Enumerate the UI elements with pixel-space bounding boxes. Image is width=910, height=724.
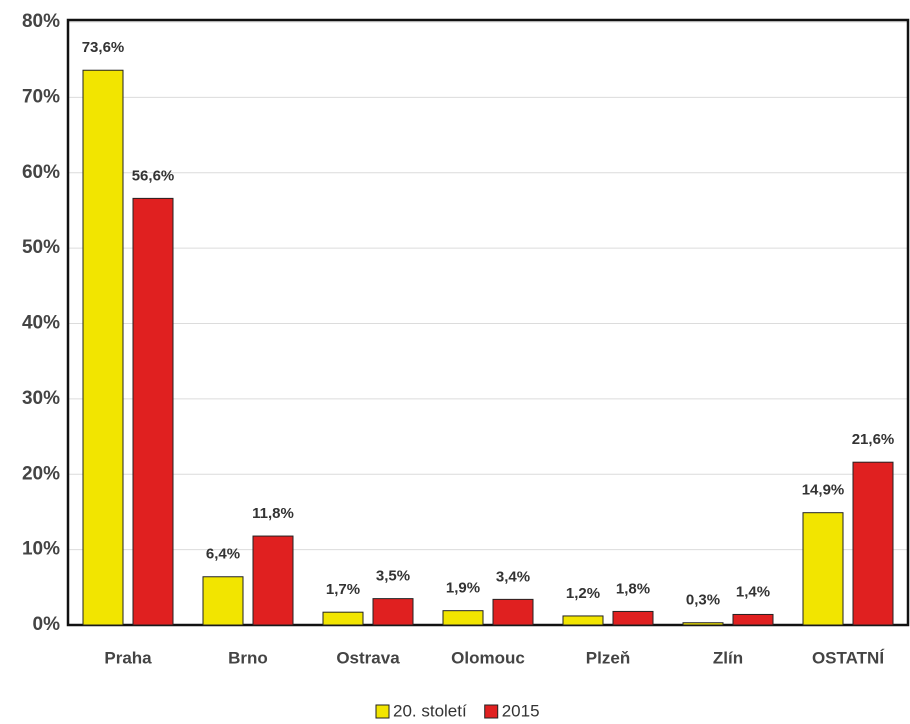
x-tick-label: Praha: [104, 648, 152, 667]
value-label: 3,5%: [376, 568, 410, 585]
y-tick-label: 10%: [22, 539, 60, 560]
y-tick-label: 70%: [22, 86, 60, 107]
bar: [612, 610, 654, 626]
value-label: 1,8%: [616, 580, 650, 597]
bar: [322, 611, 364, 626]
bar: [802, 512, 844, 626]
y-tick-label: 20%: [22, 463, 60, 484]
bar: [82, 69, 124, 626]
value-label: 0,3%: [686, 592, 720, 609]
bar: [132, 197, 174, 626]
x-tick-label: Ostrava: [336, 648, 400, 667]
x-tick-label: Zlín: [713, 648, 743, 667]
y-tick-label: 60%: [22, 162, 60, 183]
value-label: 73,6%: [82, 39, 125, 56]
x-tick-label: Olomouc: [451, 648, 525, 667]
bar: [372, 598, 414, 626]
x-tick-label: OSTATNÍ: [812, 648, 885, 667]
legend-label: 20. století: [393, 701, 467, 720]
bar: [682, 622, 724, 626]
value-label: 3,4%: [496, 568, 530, 585]
value-label: 11,8%: [252, 505, 294, 522]
y-tick-label: 50%: [22, 237, 60, 258]
value-label: 1,9%: [446, 580, 480, 597]
value-label: 6,4%: [206, 546, 240, 563]
y-tick-label: 0%: [33, 614, 61, 635]
bar: [852, 461, 894, 626]
y-tick-label: 80%: [22, 11, 60, 32]
value-label: 56,6%: [132, 167, 175, 184]
bar: [732, 613, 774, 626]
legend-label: 2015: [502, 701, 540, 720]
plot-frame: [66, 18, 910, 627]
legend-swatch: [484, 704, 499, 719]
value-label: 14,9%: [802, 482, 845, 499]
x-tick-label: Plzeň: [586, 648, 630, 667]
value-label: 21,6%: [852, 431, 895, 448]
legend-swatch: [375, 704, 390, 719]
bar: [492, 598, 534, 626]
value-label: 1,4%: [736, 583, 770, 600]
value-label: 1,7%: [326, 581, 360, 598]
x-tick-label: Brno: [228, 648, 268, 667]
bar: [202, 576, 244, 626]
value-label: 1,2%: [566, 585, 600, 602]
bar: [562, 615, 604, 626]
bar: [252, 535, 294, 626]
y-tick-label: 30%: [22, 388, 60, 409]
bar: [442, 610, 484, 626]
y-tick-label: 40%: [22, 313, 60, 334]
